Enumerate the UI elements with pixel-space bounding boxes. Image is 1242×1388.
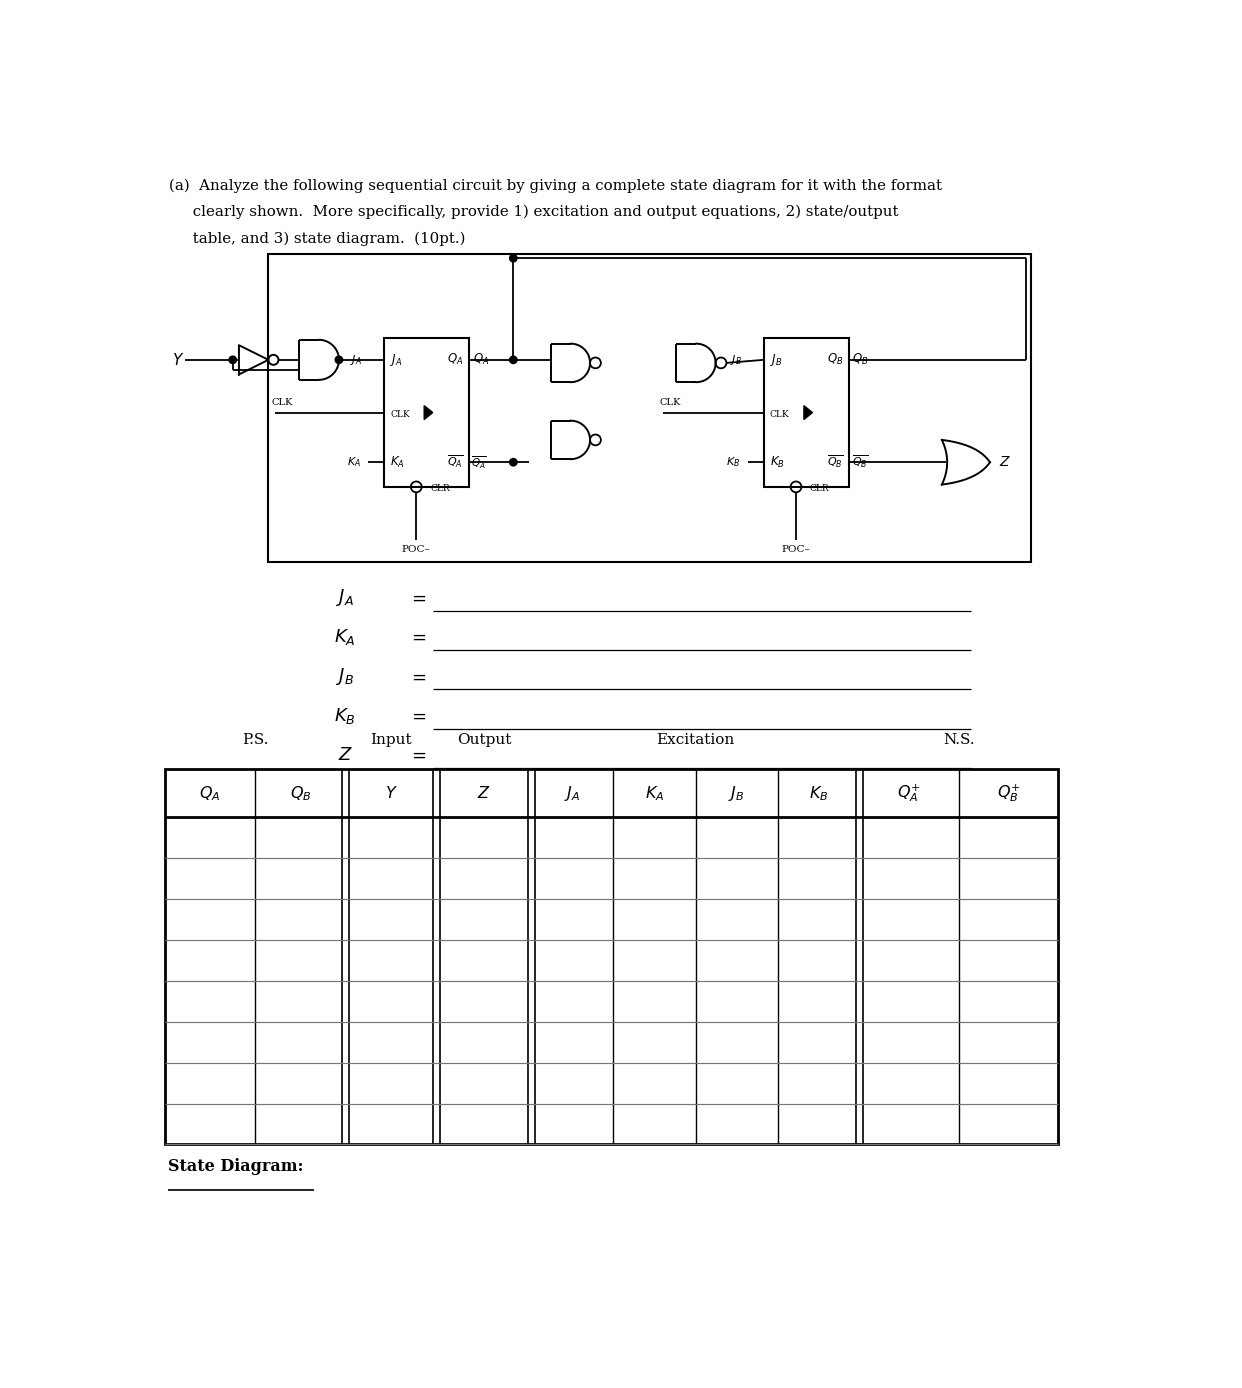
Text: table, and 3) state diagram.  (10pt.): table, and 3) state diagram. (10pt.): [169, 232, 466, 246]
Text: $Z$: $Z$: [338, 745, 353, 763]
Text: $\overline{Q_A}$: $\overline{Q_A}$: [447, 454, 463, 471]
Text: $\mathit{K}_{\mathit{B}}$: $\mathit{K}_{\mathit{B}}$: [809, 784, 828, 802]
Text: $K_A$: $K_A$: [334, 627, 356, 647]
Text: $=$: $=$: [407, 706, 426, 725]
Text: $K_B$: $K_B$: [334, 705, 356, 726]
Text: P.S.: P.S.: [242, 733, 268, 747]
Text: $\mathit{J}_{\mathit{B}}$: $\mathit{J}_{\mathit{B}}$: [728, 784, 745, 802]
Text: $\overline{Q_B}$: $\overline{Q_B}$: [827, 454, 843, 471]
Text: $\mathit{Q}_{\mathit{B}}$: $\mathit{Q}_{\mathit{B}}$: [289, 784, 312, 802]
Text: CLK: CLK: [390, 409, 410, 419]
Text: $Q_B$: $Q_B$: [852, 353, 868, 368]
Text: $=$: $=$: [407, 589, 426, 607]
Text: State Diagram:: State Diagram:: [169, 1159, 304, 1176]
Circle shape: [509, 254, 517, 262]
Text: CLR: CLR: [810, 484, 830, 493]
Text: clearly shown.  More specifically, provide 1) excitation and output equations, 2: clearly shown. More specifically, provid…: [169, 205, 899, 219]
Text: $\overline{Q_A}$: $\overline{Q_A}$: [471, 454, 486, 471]
Text: $K_B$: $K_B$: [727, 455, 740, 469]
Text: CLK: CLK: [770, 409, 790, 419]
Text: $Q_A$: $Q_A$: [473, 353, 489, 368]
Text: $\overline{Q_B}$: $\overline{Q_B}$: [852, 454, 868, 471]
Text: $=$: $=$: [407, 745, 426, 763]
Text: $=$: $=$: [407, 668, 426, 686]
Text: CLK: CLK: [660, 398, 681, 407]
Text: $Z$: $Z$: [1000, 455, 1011, 469]
Text: $\mathit{K}_{\mathit{A}}$: $\mathit{K}_{\mathit{A}}$: [645, 784, 664, 802]
Text: $K_A$: $K_A$: [390, 455, 405, 469]
Bar: [267, 254, 1031, 562]
Text: $K_A$: $K_A$: [347, 455, 360, 469]
Polygon shape: [804, 405, 812, 419]
Text: CLR: CLR: [430, 484, 450, 493]
Text: N.S.: N.S.: [943, 733, 975, 747]
Bar: [764, 339, 848, 487]
Text: POC–: POC–: [402, 544, 431, 554]
Text: $\mathit{Q}_{\mathit{B}}^{+}$: $\mathit{Q}_{\mathit{B}}^{+}$: [996, 783, 1021, 804]
Text: $Q_B$: $Q_B$: [827, 353, 843, 368]
Text: $\mathit{Q}_{\mathit{A}}$: $\mathit{Q}_{\mathit{A}}$: [199, 784, 221, 802]
Text: $=$: $=$: [407, 627, 426, 645]
Bar: [164, 769, 1058, 1145]
Text: $J_B$: $J_B$: [337, 666, 354, 687]
Circle shape: [335, 357, 343, 364]
Text: $J_A$: $J_A$: [350, 353, 363, 366]
Text: $J_A$: $J_A$: [390, 351, 402, 368]
Text: $J_B$: $J_B$: [770, 351, 782, 368]
Text: Output: Output: [457, 733, 512, 747]
Text: $\mathit{Y}$: $\mathit{Y}$: [385, 786, 397, 802]
Polygon shape: [425, 405, 432, 419]
Text: CLK: CLK: [272, 398, 293, 407]
Text: $\mathit{Z}$: $\mathit{Z}$: [477, 786, 491, 802]
Text: Excitation: Excitation: [656, 733, 734, 747]
Text: $K_B$: $K_B$: [770, 455, 785, 469]
Text: (a)  Analyze the following sequential circuit by giving a complete state diagram: (a) Analyze the following sequential cir…: [169, 179, 943, 193]
Text: $J_B$: $J_B$: [730, 353, 741, 366]
Text: Input: Input: [370, 733, 412, 747]
Text: $J_A$: $J_A$: [337, 587, 354, 608]
Text: $Y$: $Y$: [173, 351, 185, 368]
Circle shape: [229, 357, 236, 364]
Text: $Q_A$: $Q_A$: [447, 353, 463, 368]
Text: $\mathit{J}_{\mathit{A}}$: $\mathit{J}_{\mathit{A}}$: [564, 784, 580, 802]
Text: POC–: POC–: [781, 544, 810, 554]
Circle shape: [509, 458, 517, 466]
Bar: [384, 339, 469, 487]
Text: $\mathit{Q}_{\mathit{A}}^{+}$: $\mathit{Q}_{\mathit{A}}^{+}$: [897, 783, 922, 804]
Circle shape: [509, 357, 517, 364]
